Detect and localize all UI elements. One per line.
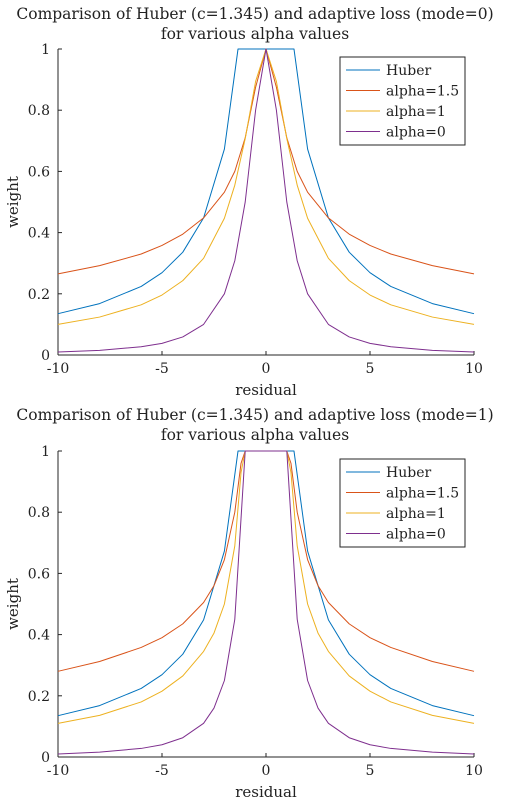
y-axis-label: weight bbox=[4, 176, 22, 228]
y-axis-label: weight bbox=[4, 578, 22, 630]
x-axis-label: residual bbox=[235, 381, 297, 399]
series-line-alpha-0 bbox=[57, 450, 475, 755]
y-tick-label: 0.4 bbox=[28, 226, 50, 242]
x-tick-label: 10 bbox=[465, 763, 483, 779]
legend-label: alpha=0 bbox=[386, 125, 446, 141]
legend-box bbox=[339, 56, 466, 146]
chart-title: Comparison of Huber (c=1.345) and adapti… bbox=[16, 406, 493, 424]
legend-label: alpha=0 bbox=[386, 527, 446, 543]
y-tick-label: 1 bbox=[41, 42, 50, 58]
legend-label: Huber bbox=[386, 465, 431, 481]
x-tick-label: 10 bbox=[465, 361, 483, 377]
y-tick-label: 0 bbox=[41, 750, 50, 766]
y-tick-label: 0.8 bbox=[28, 505, 50, 521]
y-tick-label: 0 bbox=[41, 348, 50, 364]
y-tick-label: 0.6 bbox=[28, 566, 50, 582]
x-tick-label: 0 bbox=[262, 361, 271, 377]
x-tick-label: -5 bbox=[155, 763, 169, 779]
y-tick-label: 0.2 bbox=[28, 287, 50, 303]
y-tick-label: 1 bbox=[41, 444, 50, 460]
legend-box bbox=[339, 458, 466, 548]
y-tick-label: 0.4 bbox=[28, 628, 50, 644]
y-tick-label: 0.2 bbox=[28, 689, 50, 705]
x-tick-label: 5 bbox=[366, 361, 375, 377]
bottom-chart: Comparison of Huber (c=1.345) and adapti… bbox=[4, 406, 494, 801]
legend-label: alpha=1.5 bbox=[386, 486, 459, 502]
x-tick-label: -10 bbox=[47, 763, 70, 779]
x-tick-label: -10 bbox=[47, 361, 70, 377]
x-tick-label: 0 bbox=[262, 763, 271, 779]
x-axis-label: residual bbox=[235, 783, 297, 801]
x-tick-label: 5 bbox=[366, 763, 375, 779]
y-tick-label: 0.6 bbox=[28, 164, 50, 180]
chart-subtitle: for various alpha values bbox=[161, 25, 349, 43]
chart-subtitle: for various alpha values bbox=[161, 426, 349, 444]
series-line-alpha-0 bbox=[57, 48, 475, 353]
top-chart: Comparison of Huber (c=1.345) and adapti… bbox=[4, 5, 494, 399]
chart-title: Comparison of Huber (c=1.345) and adapti… bbox=[16, 5, 493, 23]
legend-label: alpha=1.5 bbox=[386, 84, 459, 100]
y-tick-label: 0.8 bbox=[28, 103, 50, 119]
legend-label: alpha=1 bbox=[386, 104, 446, 120]
legend-label: Huber bbox=[386, 63, 431, 79]
x-tick-label: -5 bbox=[155, 361, 169, 377]
legend-label: alpha=1 bbox=[386, 506, 446, 522]
